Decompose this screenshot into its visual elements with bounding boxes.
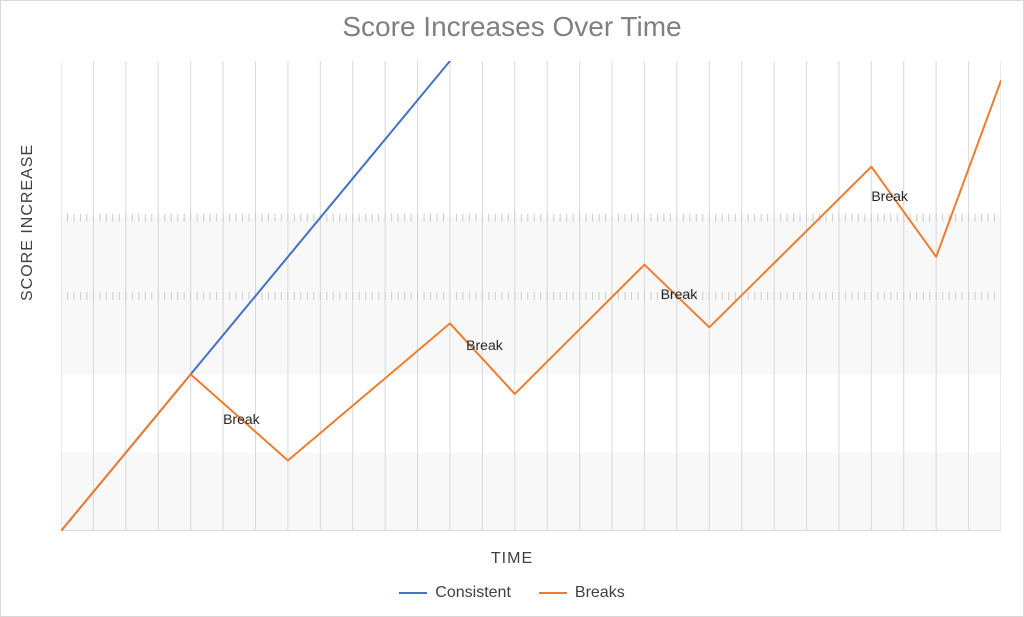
legend-label-breaks: Breaks: [575, 584, 625, 602]
annotation-break: Break: [871, 188, 908, 204]
legend-swatch-breaks: [539, 592, 567, 594]
legend-label-consistent: Consistent: [435, 584, 511, 602]
legend-swatch-consistent: [399, 592, 427, 594]
x-axis-label: TIME: [1, 550, 1023, 568]
chart-title: Score Increases Over Time: [1, 11, 1023, 43]
annotation-break: Break: [661, 286, 698, 302]
legend-item-consistent: Consistent: [399, 584, 511, 602]
annotation-break: Break: [466, 337, 503, 353]
legend: Consistent Breaks: [1, 584, 1023, 602]
annotation-break: Break: [223, 411, 260, 427]
y-axis-label: SCORE INCREASE: [19, 144, 37, 301]
plot-area: Break Break Break Break: [61, 61, 1001, 531]
legend-item-breaks: Breaks: [539, 584, 625, 602]
chart-container: Score Increases Over Time SCORE INCREASE…: [0, 0, 1024, 617]
